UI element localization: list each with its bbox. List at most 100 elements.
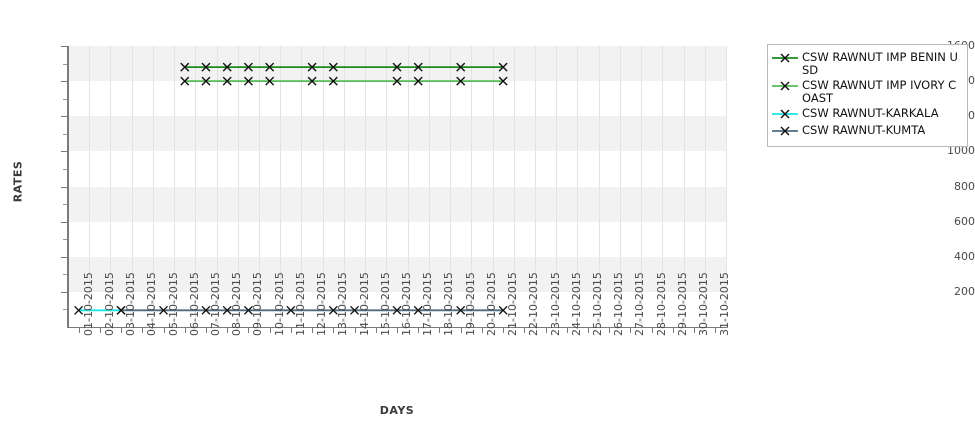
y-tick-minor — [63, 169, 67, 170]
gridline-vertical — [89, 46, 90, 327]
gridline-vertical — [110, 46, 111, 327]
gridline-vertical — [323, 46, 324, 327]
y-tick-label: 400 — [954, 250, 975, 263]
legend-label: CSW RAWNUT IMP IVORY COAST — [802, 78, 957, 105]
x-tick-mark — [185, 328, 186, 333]
gridline-vertical — [535, 46, 536, 327]
x-tick-label: 21-10-2015 — [506, 272, 519, 336]
x-tick-mark — [630, 328, 631, 333]
x-tick-label: 12-10-2015 — [315, 272, 328, 336]
y-tick-minor — [63, 64, 67, 65]
x-tick-mark — [100, 328, 101, 333]
x-tick-label: 18-10-2015 — [442, 272, 455, 336]
gridline-vertical — [705, 46, 706, 327]
x-tick-mark — [715, 328, 716, 333]
gridline-vertical — [365, 46, 366, 327]
y-tick-minor — [63, 134, 67, 135]
x-tick-label: 11-10-2015 — [294, 272, 307, 336]
x-tick-mark — [312, 328, 313, 333]
x-tick-mark — [164, 328, 165, 333]
y-tick-mark — [61, 116, 67, 117]
plot-band — [68, 46, 726, 82]
x-tick-mark — [588, 328, 589, 333]
gridline-vertical — [577, 46, 578, 327]
gridline-vertical — [132, 46, 133, 327]
legend-label: CSW RAWNUT-KARKALA — [802, 106, 939, 120]
legend-item[interactable]: CSW RAWNUT IMP IVORY COAST — [772, 78, 963, 105]
legend-marker-icon — [772, 50, 798, 66]
gridline-vertical — [662, 46, 663, 327]
gridline-vertical — [684, 46, 685, 327]
x-tick-label: 15-10-2015 — [379, 272, 392, 336]
x-tick-label: 25-10-2015 — [591, 272, 604, 336]
y-tick-minor — [63, 309, 67, 310]
gridline-vertical — [174, 46, 175, 327]
y-tick-mark — [61, 222, 67, 223]
x-tick-mark — [567, 328, 568, 333]
legend-item[interactable]: CSW RAWNUT-KARKALA — [772, 106, 963, 122]
x-tick-mark — [376, 328, 377, 333]
gridline-vertical — [599, 46, 600, 327]
y-tick-mark — [61, 81, 67, 82]
legend-item[interactable]: CSW RAWNUT-KUMTA — [772, 123, 963, 139]
y-tick-minor — [63, 274, 67, 275]
y-tick-mark — [61, 292, 67, 293]
x-tick-label: 14-10-2015 — [358, 272, 371, 336]
x-tick-label: 09-10-2015 — [251, 272, 264, 336]
y-tick-minor — [63, 99, 67, 100]
y-tick-label: 600 — [954, 215, 975, 228]
plot-band — [68, 256, 726, 292]
legend-marker-icon — [772, 106, 798, 122]
x-tick-mark — [291, 328, 292, 333]
x-tick-label: 26-10-2015 — [612, 272, 625, 336]
plot-area — [68, 46, 727, 327]
x-tick-mark — [546, 328, 547, 333]
x-axis-line — [67, 327, 727, 328]
x-tick-mark — [397, 328, 398, 333]
x-tick-label: 17-10-2015 — [421, 272, 434, 336]
gridline-vertical — [217, 46, 218, 327]
gridline-vertical — [344, 46, 345, 327]
x-tick-label: 10-10-2015 — [273, 272, 286, 336]
x-tick-label: 31-10-2015 — [718, 272, 731, 336]
gridline-vertical — [195, 46, 196, 327]
y-tick-label: 800 — [954, 180, 975, 193]
y-tick-mark — [61, 257, 67, 258]
x-tick-label: 28-10-2015 — [655, 272, 668, 336]
legend-marker-icon — [772, 123, 798, 139]
plot-band — [68, 116, 726, 152]
gridline-vertical — [259, 46, 260, 327]
x-tick-label: 30-10-2015 — [697, 272, 710, 336]
legend-marker-icon — [772, 78, 798, 94]
x-tick-label: 05-10-2015 — [167, 272, 180, 336]
x-tick-label: 27-10-2015 — [633, 272, 646, 336]
x-tick-mark — [333, 328, 334, 333]
x-tick-mark — [418, 328, 419, 333]
y-axis-line — [67, 46, 69, 328]
x-tick-mark — [227, 328, 228, 333]
x-tick-label: 16-10-2015 — [400, 272, 413, 336]
x-tick-mark — [461, 328, 462, 333]
legend-item[interactable]: CSW RAWNUT IMP BENIN USD — [772, 50, 963, 77]
gridline-vertical — [386, 46, 387, 327]
x-tick-label: 24-10-2015 — [570, 272, 583, 336]
x-tick-mark — [673, 328, 674, 333]
x-tick-mark — [270, 328, 271, 333]
y-tick-minor — [63, 239, 67, 240]
gridline-vertical — [514, 46, 515, 327]
x-tick-label: 04-10-2015 — [145, 272, 158, 336]
gridline-vertical — [301, 46, 302, 327]
x-tick-mark — [355, 328, 356, 333]
plot-band — [68, 186, 726, 222]
x-tick-label: 02-10-2015 — [103, 272, 116, 336]
gridline-vertical — [726, 46, 727, 327]
gridline-vertical — [238, 46, 239, 327]
y-axis-title: RATES — [11, 160, 25, 203]
x-tick-label: 13-10-2015 — [336, 272, 349, 336]
y-tick-minor — [63, 204, 67, 205]
x-tick-mark — [142, 328, 143, 333]
x-tick-label: 03-10-2015 — [124, 272, 137, 336]
gridline-vertical — [280, 46, 281, 327]
x-tick-mark — [206, 328, 207, 333]
